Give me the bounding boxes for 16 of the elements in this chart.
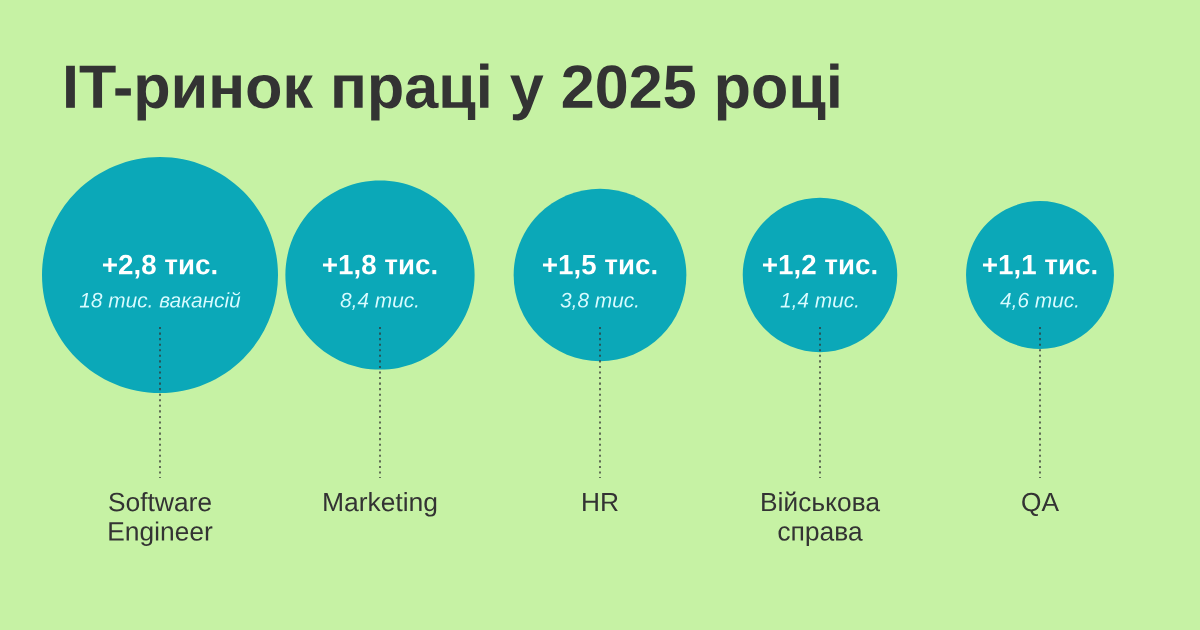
text: 3,8 тис. xyxy=(560,292,638,311)
text: IT-ринок праці у 2025 році xyxy=(66,63,839,121)
data-label: +2,8 тис. xyxy=(102,254,217,279)
text: 1,4 тис. xyxy=(780,293,858,311)
category-label: Військова справа xyxy=(762,491,881,546)
data-label: +1,1 тис. xyxy=(982,255,1097,279)
data-label: +1,8 тис. xyxy=(322,254,437,279)
category-label: Marketing xyxy=(324,492,437,517)
category-label: HR xyxy=(583,492,618,512)
data-label: +1,2 тис. xyxy=(762,254,877,279)
data-label: +1,5 тис. xyxy=(542,255,657,279)
text: 4,6 тис. xyxy=(1000,292,1078,311)
category-label: Software Engineer xyxy=(109,492,213,546)
text: 8,4 тис. xyxy=(340,292,418,311)
category-label: QA xyxy=(1022,492,1060,517)
text: 18 тис. вакансій xyxy=(79,291,241,308)
